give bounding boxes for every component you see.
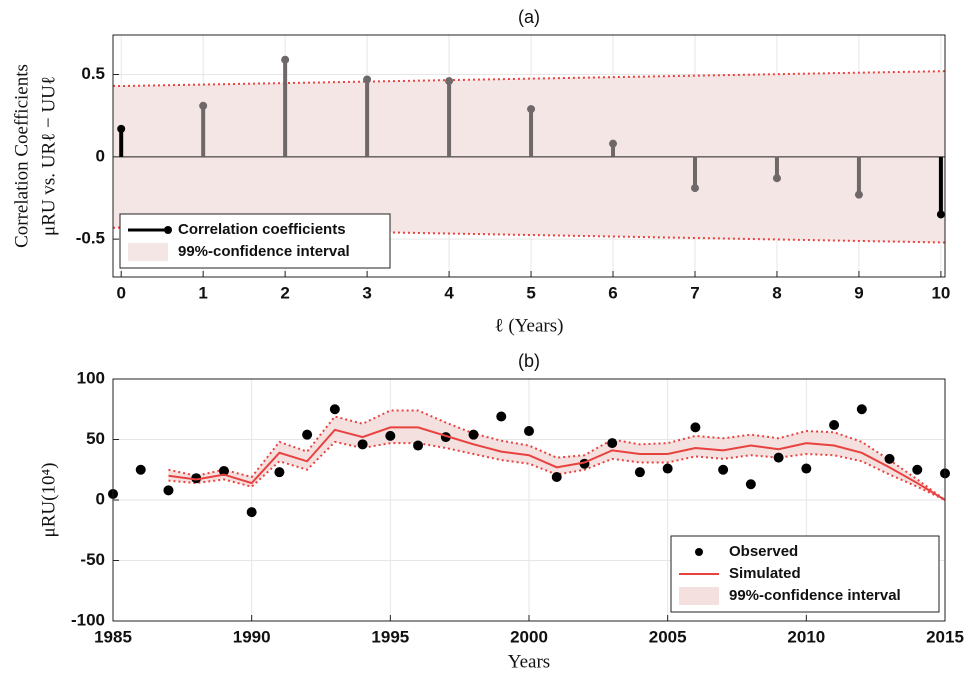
observed-point <box>745 479 756 490</box>
observed-point <box>634 467 645 478</box>
line <box>168 426 946 501</box>
x-tick-label: 5 <box>526 283 535 302</box>
stem-marker <box>609 139 618 148</box>
observed-point <box>856 404 867 415</box>
plot-frame <box>112 34 946 278</box>
observed-point <box>357 439 368 450</box>
y-axis-label: Correlation Coefficients <box>11 64 32 248</box>
x-tick-label: 1990 <box>233 627 271 646</box>
y-tick-label: -0.5 <box>76 229 105 248</box>
legend-swatch <box>695 548 703 556</box>
x-tick-label: 2010 <box>787 627 825 646</box>
x-tick-label: 4 <box>444 283 454 302</box>
observed-point <box>524 426 534 437</box>
x-tick-label: 1995 <box>371 627 409 646</box>
observed-point <box>274 467 285 478</box>
observed-point <box>773 452 784 463</box>
stem-marker <box>772 174 781 183</box>
legend-label: 99%-confidence interval <box>729 587 901 604</box>
legend-swatch <box>164 226 172 234</box>
observed-point <box>413 440 424 451</box>
y-tick-label: -100 <box>71 610 105 629</box>
x-tick-label: 8 <box>772 283 781 302</box>
observed-point <box>218 465 229 476</box>
x-tick-label: 1985 <box>94 627 132 646</box>
x-tick-label: 0 <box>116 283 125 302</box>
confidence-bound <box>112 70 946 88</box>
chart-title: (a) <box>518 7 540 27</box>
observed-point <box>468 429 479 440</box>
confidence-bound <box>168 440 946 501</box>
observed-point <box>302 429 313 440</box>
observed-point <box>718 464 729 475</box>
x-tick-label: 1 <box>198 283 207 302</box>
stem-marker <box>854 190 863 199</box>
stem-marker <box>281 55 290 64</box>
confidence-bound <box>112 226 946 244</box>
x-tick-label: 3 <box>362 283 371 302</box>
x-tick-label: 2015 <box>926 627 964 646</box>
x-axis-label: Years <box>508 651 550 672</box>
observed-point <box>801 463 812 474</box>
observed-point <box>912 464 923 475</box>
observed-point <box>246 507 257 518</box>
x-tick-label: 6 <box>608 283 617 302</box>
observed-point <box>662 463 673 474</box>
legend-swatch <box>679 587 719 605</box>
legend-label: Observed <box>729 543 798 560</box>
legend: Observed Simulated 99%-confidence interval <box>670 535 940 613</box>
x-tick-label: 9 <box>854 283 863 302</box>
confidence-band <box>168 410 945 500</box>
y-tick-label: 50 <box>86 429 105 448</box>
y-axis-label: μRU vs. URℓ − UUℓ <box>38 76 59 236</box>
x-tick-label: 2005 <box>649 627 687 646</box>
observed-point <box>884 453 895 464</box>
stem-marker <box>363 75 372 84</box>
y-tick-label: 100 <box>77 368 105 387</box>
x-axis-label: ℓ (Years) <box>495 315 564 336</box>
observed-point <box>551 472 562 483</box>
stem-marker <box>117 124 126 133</box>
observed-point <box>163 485 174 496</box>
stem-marker <box>199 101 208 110</box>
stem-marker <box>445 77 454 86</box>
observed-point <box>385 430 396 441</box>
y-axis-label: μRU(10⁴) <box>38 463 59 538</box>
observed-point <box>829 419 840 430</box>
legend-label: Correlation coefficients <box>178 221 346 238</box>
y-tick-label: 0 <box>96 489 105 508</box>
x-tick-label: 2000 <box>510 627 548 646</box>
observed-point <box>135 464 146 475</box>
stem-marker <box>936 210 945 219</box>
x-tick-label: 10 <box>931 283 950 302</box>
observed-point <box>191 473 202 484</box>
chart-title: (b) <box>518 351 540 371</box>
legend-swatch <box>128 243 168 261</box>
y-tick-label: 0 <box>96 146 105 165</box>
y-tick-label: -50 <box>80 550 105 569</box>
x-tick-label: 2 <box>280 283 289 302</box>
observed-point <box>329 404 340 415</box>
x-tick-label: 7 <box>690 283 699 302</box>
plot-frame <box>112 378 946 622</box>
legend-label: 99%-confidence interval <box>178 243 350 260</box>
observed-point <box>690 422 701 433</box>
legend-label: Simulated <box>729 565 801 582</box>
stem-marker <box>690 184 699 193</box>
legend: Correlation coefficients 99%-confidence i… <box>119 213 391 269</box>
observed-point <box>607 438 618 449</box>
y-tick-label: 0.5 <box>81 64 105 83</box>
observed-point <box>496 411 507 422</box>
stem-marker <box>527 105 536 114</box>
